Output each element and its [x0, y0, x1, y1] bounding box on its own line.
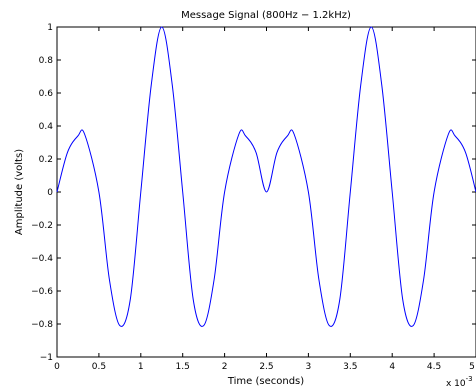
y-tick-label: 0.6 — [39, 89, 54, 99]
x-tick-label: 2.5 — [259, 362, 273, 372]
series-line — [56, 26, 476, 327]
y-tick-label: −0.6 — [31, 287, 53, 297]
x-axis-ticks: 0 0.5 1 1.5 2 2.5 3 3.5 4 4.5 5 — [54, 27, 476, 372]
y-tick-label: 0.2 — [39, 155, 53, 165]
chart-title: Message Signal (800Hz − 1.2kHz) — [181, 10, 351, 21]
y-axis-ticks: −1 −0.8 −0.6 −0.4 −0.2 0 0.2 0.4 0.6 0.8 1 — [31, 23, 476, 363]
axes: 0 0.5 1 1.5 2 2.5 3 3.5 4 4.5 5 −1 −0.8 −0.6 −0.4 −0.2… — [31, 23, 476, 372]
y-tick-label: 0 — [47, 188, 53, 198]
x-tick-label: 4.5 — [427, 362, 441, 372]
x-tick-label: 5 — [469, 362, 475, 372]
x-tick-label: 2 — [222, 362, 228, 372]
x-tick-label: 1 — [138, 362, 144, 372]
x-axis-multiplier: x 10-3 — [446, 375, 473, 389]
y-tick-label: −0.4 — [31, 254, 53, 264]
x-axis-multiplier-exponent: -3 — [466, 375, 473, 383]
y-axis-title: Amplitude (volts) — [14, 149, 25, 235]
x-axis-multiplier-base: x 10 — [446, 379, 466, 389]
x-tick-label: 3.5 — [343, 362, 357, 372]
y-tick-label: −1 — [40, 353, 53, 363]
x-tick-label: 1.5 — [176, 362, 190, 372]
x-tick-label: 4 — [389, 362, 395, 372]
x-tick-label: 0.5 — [92, 362, 106, 372]
y-tick-label: 0.8 — [39, 56, 54, 66]
y-tick-label: −0.2 — [31, 221, 53, 231]
x-tick-label: 0 — [54, 362, 60, 372]
x-axis-title: Time (seconds) — [227, 376, 304, 387]
y-tick-label: 1 — [47, 23, 53, 33]
x-tick-label: 3 — [306, 362, 312, 372]
y-tick-label: −0.8 — [31, 320, 53, 330]
y-tick-label: 0.4 — [39, 122, 54, 132]
